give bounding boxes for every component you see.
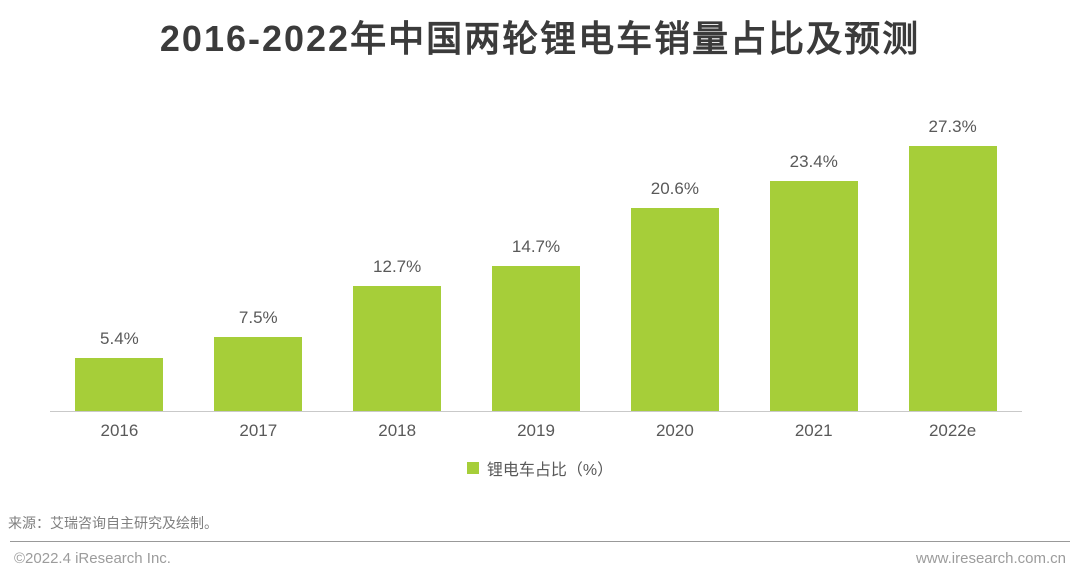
x-axis-label-2016: 2016 bbox=[100, 421, 139, 440]
footer-copyright: ©2022.4 iResearch Inc. bbox=[14, 550, 171, 567]
bar-2022e bbox=[908, 146, 997, 411]
bar-value-label-2018: 12.7% bbox=[373, 257, 422, 276]
legend-label: 锂电车占比（%） bbox=[486, 462, 614, 479]
bars-container: 5.4% 7.5% 12.7% 14.7% 20.6% 23.4% 27.3% bbox=[50, 117, 1022, 411]
bar-2016 bbox=[75, 358, 164, 411]
bar-value-label-2017: 7.5% bbox=[238, 308, 278, 327]
chart-title: 2016-2022年中国两轮锂电车销量占比及预测 bbox=[159, 18, 921, 59]
bar-group-2021: 23.4% bbox=[744, 117, 883, 411]
bar-value-label-2016: 5.4% bbox=[100, 329, 139, 348]
bar-value-label-2022e: 27.3% bbox=[928, 117, 977, 136]
bar-value-label-2020: 20.6% bbox=[650, 179, 699, 198]
bar-group-2020: 20.6% bbox=[605, 117, 744, 411]
x-axis-label-2021: 2021 bbox=[794, 421, 833, 440]
bar-value-label-2019: 14.7% bbox=[511, 237, 561, 256]
bar-group-2018: 12.7% bbox=[328, 117, 467, 411]
x-axis-label-2019: 2019 bbox=[517, 421, 555, 440]
x-axis-label-2020: 2020 bbox=[655, 421, 694, 440]
bar-group-2019: 14.7% bbox=[467, 117, 606, 411]
plot-area: 5.4% 7.5% 12.7% 14.7% 20.6% 23.4% 27.3% bbox=[50, 117, 1022, 412]
bar-2017 bbox=[214, 337, 303, 411]
x-axis-label-2018: 2018 bbox=[378, 421, 417, 440]
footer-divider bbox=[10, 541, 1070, 542]
x-axis-label-2017: 2017 bbox=[239, 421, 278, 440]
x-axis-label-2022e: 2022e bbox=[928, 421, 977, 440]
bar-2020 bbox=[630, 208, 719, 411]
bar-2019 bbox=[492, 266, 580, 411]
legend-marker-square bbox=[466, 462, 479, 474]
bar-2018 bbox=[353, 286, 442, 411]
bar-group-2022e: 27.3% bbox=[883, 117, 1022, 411]
footer-website: www.iresearch.com.cn bbox=[915, 550, 1066, 567]
legend: 锂电车占比（%） bbox=[0, 456, 1080, 480]
bar-2021 bbox=[769, 181, 858, 411]
bar-value-label-2021: 23.4% bbox=[789, 152, 838, 171]
bar-group-2016: 5.4% bbox=[50, 117, 189, 411]
bar-group-2017: 7.5% bbox=[189, 117, 328, 411]
x-axis-labels: 2016 2017 2018 2019 2020 2021 2022e bbox=[50, 421, 1022, 441]
source-note: 来源：艾瑞咨询自主研究及绘制。 bbox=[8, 515, 218, 531]
